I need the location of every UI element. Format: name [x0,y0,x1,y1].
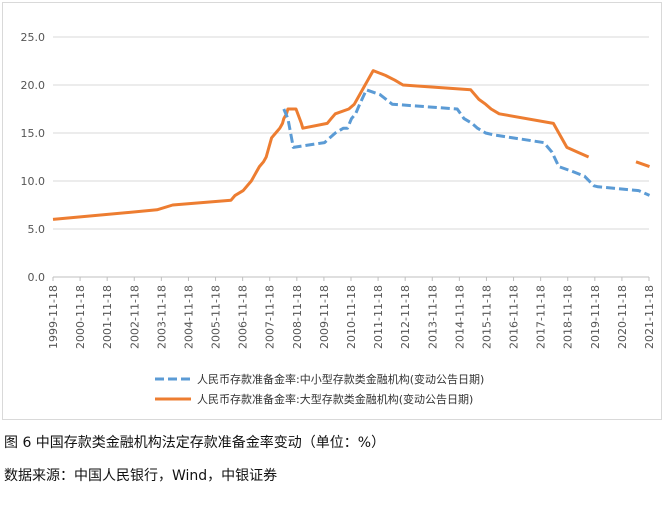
x-tick-label: 2019-11-18 [589,285,602,349]
x-tick-label: 2015-11-18 [480,285,493,349]
x-tick-label: 2013-11-18 [426,285,439,349]
x-tick-label: 2003-11-18 [155,285,168,349]
x-tick-label: 2002-11-18 [128,285,141,349]
data-source-note: 数据来源：中国人民银行，Wind，中银证券 [4,468,278,484]
x-tick-label: 2012-11-18 [399,285,412,349]
series-layer [52,69,651,221]
legend: 人民币存款准备金率:中小型存款类金融机构(变动公告日期) 人民币存款准备金率:大… [155,372,484,406]
x-tick-label: 2000-11-18 [74,285,87,349]
x-tick-label: 2008-11-18 [291,285,304,349]
x-tick-label: 2014-11-18 [453,285,466,349]
series-line-small-medium [282,88,651,197]
x-tick-label: 2006-11-18 [237,285,250,349]
x-tick-label: 2005-11-18 [210,285,223,349]
x-tick-label: 2011-11-18 [372,285,385,349]
legend-label-small-medium: 人民币存款准备金率:中小型存款类金融机构(变动公告日期) [197,372,484,386]
x-tick-label: 2016-11-18 [508,285,521,349]
y-tick-label: 0.0 [28,271,46,284]
x-tick-label: 1999-11-18 [47,285,60,349]
x-tick-label: 2010-11-18 [345,285,358,349]
y-tick-label: 15.0 [21,127,46,140]
x-tick-label: 2007-11-18 [264,285,277,349]
legend-label-large: 人民币存款准备金率:大型存款类金融机构(变动公告日期) [197,392,473,406]
y-axis-ticks: 0.0 5.0 10.0 15.0 20.0 25.0 [21,31,46,284]
y-tick-label: 25.0 [21,31,46,44]
series-line-large [52,69,651,221]
line-chart: 0.0 5.0 10.0 15.0 20.0 25.0 1999-11-18 2000-11… [21,31,657,406]
x-tick-label: 2018-11-18 [562,285,575,349]
x-tick-label: 2020-11-18 [616,285,629,349]
y-tick-label: 5.0 [28,223,46,236]
figure-caption: 图 6 中国存款类金融机构法定存款准备金率变动（单位：%） [4,435,386,451]
x-axis-ticks: 1999-11-18 2000-11-18 2001-11-18 2002-11-18… [47,277,656,349]
x-tick-label: 2001-11-18 [101,285,114,349]
y-tick-label: 10.0 [21,175,46,188]
x-tick-label: 2017-11-18 [535,285,548,349]
y-tick-label: 20.0 [21,79,46,92]
x-tick-label: 2021-11-18 [643,285,656,349]
chart-frame: 0.0 5.0 10.0 15.0 20.0 25.0 1999-11-18 2000-11… [2,2,662,420]
x-tick-label: 2009-11-18 [318,285,331,349]
x-tick-label: 2004-11-18 [182,285,195,349]
grid-layer [53,36,649,278]
